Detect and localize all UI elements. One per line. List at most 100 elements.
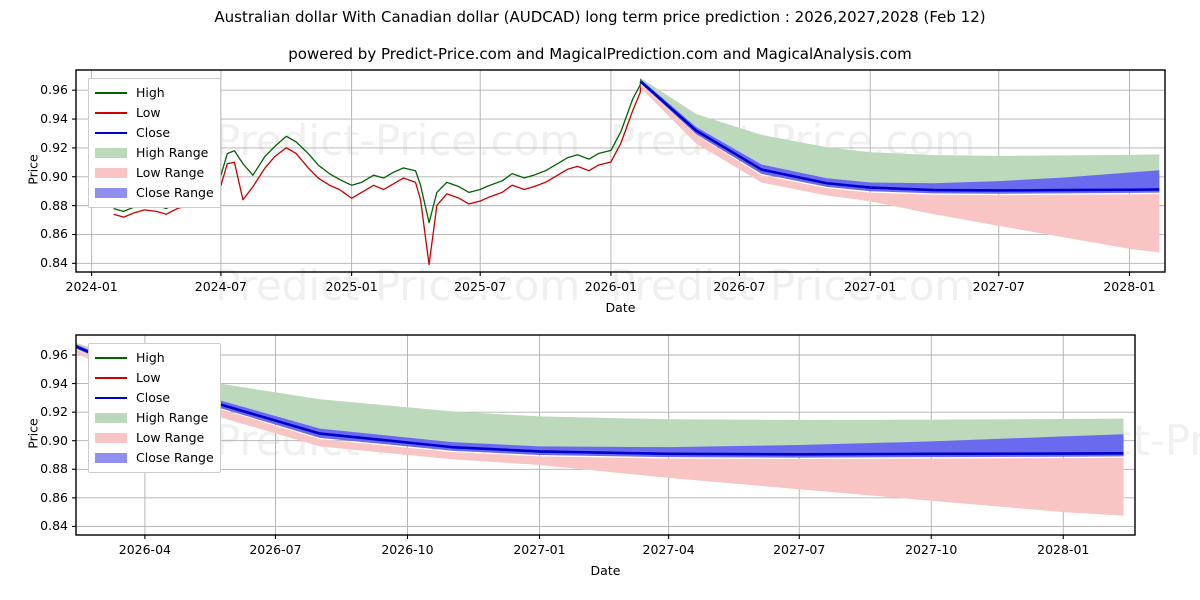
legend-swatch-line-icon xyxy=(94,86,128,100)
legend-item-label: Close xyxy=(136,390,171,405)
x-axis-tick-label: 2026-07 xyxy=(249,542,302,557)
y-axis-tick-label: 0.92 xyxy=(40,139,68,155)
plot-frame xyxy=(75,69,1166,273)
legend-item-low[interactable]: Low xyxy=(94,103,214,123)
x-axis-tick-label: 2025-07 xyxy=(454,279,507,294)
legend-swatch-fill xyxy=(95,168,127,178)
forecast-close-line xyxy=(639,80,1160,192)
y-axis-tick-label: 0.84 xyxy=(40,255,68,271)
legend-swatch-patch-icon xyxy=(94,411,128,425)
legend-swatch-fill xyxy=(95,92,127,94)
low-range-band xyxy=(76,349,1124,516)
chart-legend[interactable]: High Low Close High Range Low Range Close Ran… xyxy=(88,343,221,473)
grid xyxy=(76,70,1165,272)
low-range-band xyxy=(640,84,1160,253)
legend-swatch-line-icon xyxy=(94,106,128,120)
legend-swatch-line-icon xyxy=(94,351,128,365)
legend-item-label: High xyxy=(136,350,165,365)
y-axis-tick-label: 0.90 xyxy=(40,168,68,184)
y-axis-tick-label: 0.94 xyxy=(40,375,68,391)
y-axis-title: Price xyxy=(25,418,41,449)
x-axis-tick-label: 2027-01 xyxy=(513,542,566,557)
watermark-text: Predict-Price.com xyxy=(215,261,580,310)
legend-swatch-patch-icon xyxy=(94,451,128,465)
top-chart-panel: Predict-Price.com Predict-Price.com Predic… xyxy=(26,69,1166,315)
legend-item-high[interactable]: High xyxy=(94,348,214,368)
legend-item-close[interactable]: Close xyxy=(94,123,214,143)
chart-legend[interactable]: High Low Close High Range Low Range Close Ran… xyxy=(88,78,221,208)
legend-item-low-range[interactable]: Low Range xyxy=(94,163,214,183)
legend-item-label: Close xyxy=(136,125,171,140)
page-subtitle: powered by Predict-Price.com and Magical… xyxy=(288,45,912,63)
legend-swatch-fill xyxy=(95,132,127,134)
y-axis-tick-label: 0.94 xyxy=(40,111,68,127)
legend-swatch-patch-icon xyxy=(94,186,128,200)
y-axis-tick-label: 0.86 xyxy=(40,226,68,242)
x-axis-tick-label: 2026-04 xyxy=(118,542,171,557)
legend-item-high-range[interactable]: High Range xyxy=(94,143,214,163)
legend-swatch-fill xyxy=(95,453,127,463)
legend-item-label: Low Range xyxy=(136,165,205,180)
legend-item-low-range[interactable]: Low Range xyxy=(94,428,214,448)
y-axis-tick-label: 0.88 xyxy=(40,197,68,213)
x-axis-tick-label: 2027-04 xyxy=(642,542,695,557)
y-axis-tick-label: 0.84 xyxy=(40,518,68,534)
legend-swatch-line-icon xyxy=(94,391,128,405)
x-axis-title: Date xyxy=(590,563,621,578)
x-axis-tick-label: 2027-07 xyxy=(773,542,826,557)
high-range-band xyxy=(76,342,1124,453)
page-title: Australian dollar With Canadian dollar (… xyxy=(214,8,986,26)
x-axis-tick-label: 2027-01 xyxy=(844,279,897,294)
legend-swatch-fill xyxy=(95,188,127,198)
x-axis-tick-label: 2024-07 xyxy=(194,279,248,294)
legend-swatch-fill xyxy=(95,377,127,379)
legend-swatch-patch-icon xyxy=(94,146,128,160)
y-axis-tick-label: 0.90 xyxy=(40,432,68,448)
legend-swatch-fill xyxy=(95,413,127,423)
watermark-text: Predict-Price.com xyxy=(610,261,975,310)
legend-swatch-fill xyxy=(95,112,127,114)
high-range-band xyxy=(640,77,1160,189)
top-chart-svg: Predict-Price.com Predict-Price.com Predic… xyxy=(72,69,1166,310)
x-axis-tick-label: 2025-01 xyxy=(325,279,378,294)
legend-item-label: Low xyxy=(136,370,161,385)
close-range-band xyxy=(76,344,1124,458)
y-axis-tick-label: 0.86 xyxy=(40,489,68,505)
x-axis-tick-label: 2027-10 xyxy=(905,542,958,557)
x-axis-tick-label: 2028-01 xyxy=(1037,542,1090,557)
legend-item-high-range[interactable]: High Range xyxy=(94,408,214,428)
forecast-close-line xyxy=(75,345,1124,456)
legend-item-label: High Range xyxy=(136,145,209,160)
legend-swatch-fill xyxy=(95,357,127,359)
legend-item-low[interactable]: Low xyxy=(94,368,214,388)
y-axis-tick-label: 0.92 xyxy=(40,404,68,420)
legend-swatch-line-icon xyxy=(94,126,128,140)
legend-swatch-patch-icon xyxy=(94,431,128,445)
x-axis-tick-label: 2026-10 xyxy=(381,542,434,557)
legend-item-label: High xyxy=(136,85,165,100)
x-axis-tick-label: 2027-07 xyxy=(972,279,1025,294)
legend-swatch-patch-icon xyxy=(94,166,128,180)
legend-item-label: Close Range xyxy=(136,185,214,200)
y-axis-tick-label: 0.88 xyxy=(40,461,68,477)
legend-swatch-fill xyxy=(95,397,127,399)
y-axis-tick-label: 0.96 xyxy=(40,347,68,362)
x-axis-tick-label: 2028-01 xyxy=(1103,279,1156,294)
legend-item-close[interactable]: Close xyxy=(94,388,214,408)
legend-item-label: Close Range xyxy=(136,450,214,465)
legend-swatch-line-icon xyxy=(94,371,128,385)
legend-swatch-fill xyxy=(95,148,127,158)
legend-item-high[interactable]: High xyxy=(94,83,214,103)
watermark-text: Predict-Price.com xyxy=(215,116,580,165)
legend-item-close-range[interactable]: Close Range xyxy=(94,448,214,468)
legend-item-label: Low xyxy=(136,105,161,120)
legend-item-close-range[interactable]: Close Range xyxy=(94,183,214,203)
legend-item-label: Low Range xyxy=(136,430,205,445)
y-axis-tick-label: 0.96 xyxy=(40,82,68,98)
x-axis-tick-label: 2024-01 xyxy=(65,279,118,294)
plot-frame xyxy=(75,334,1136,536)
x-axis-title: Date xyxy=(605,300,636,315)
